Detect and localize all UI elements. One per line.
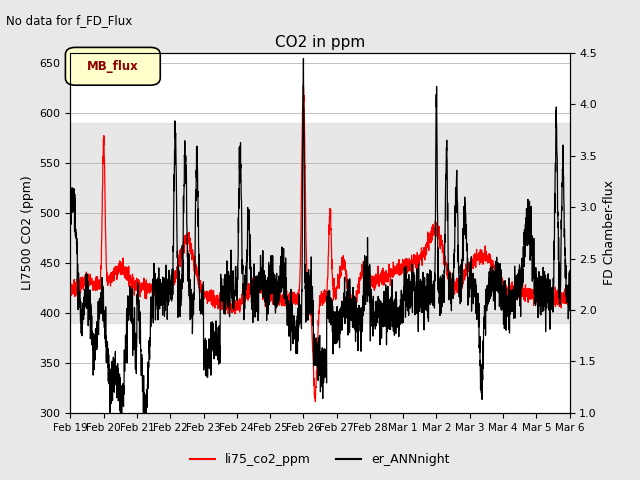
Text: No data for f_FD_Flux: No data for f_FD_Flux <box>6 14 132 27</box>
Text: MB_flux: MB_flux <box>87 60 139 72</box>
FancyBboxPatch shape <box>65 48 160 85</box>
Title: CO2 in ppm: CO2 in ppm <box>275 35 365 50</box>
Y-axis label: LI7500 CO2 (ppm): LI7500 CO2 (ppm) <box>21 175 34 290</box>
Legend: li75_co2_ppm, er_ANNnight: li75_co2_ppm, er_ANNnight <box>186 448 454 471</box>
Bar <box>70 123 570 323</box>
Y-axis label: FD Chamber-flux: FD Chamber-flux <box>603 180 616 285</box>
